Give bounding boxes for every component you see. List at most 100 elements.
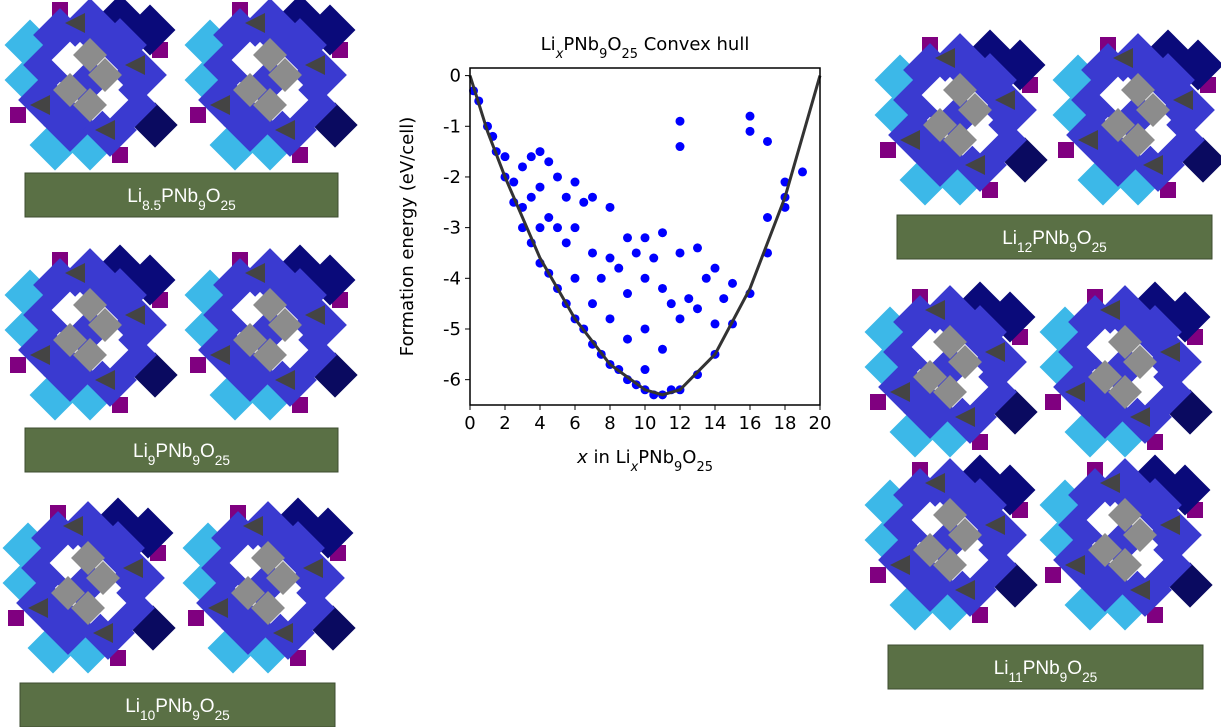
- formula: x in LixPNb9O25: [576, 447, 713, 475]
- point: [623, 233, 632, 243]
- polyhedron: [292, 397, 308, 413]
- polyhedron: [1088, 533, 1122, 567]
- formula-part: 25: [622, 47, 638, 62]
- point: [658, 228, 667, 238]
- point: [588, 192, 597, 202]
- formula-part: O: [1077, 228, 1092, 249]
- point: [710, 263, 720, 273]
- polyhedron: [303, 558, 323, 578]
- formula: Li12PNb9O25: [1002, 228, 1107, 255]
- polyhedron: [275, 120, 295, 140]
- polyhedron: [1100, 473, 1120, 493]
- polyhedron: [1160, 342, 1180, 362]
- formula-part: 9: [1060, 670, 1068, 685]
- polyhedron: [1130, 580, 1150, 600]
- polyhedron: [935, 48, 955, 68]
- polyhedron: [208, 598, 228, 618]
- polyhedron: [273, 623, 293, 643]
- polyhedron: [1121, 73, 1155, 107]
- hull-line: [468, 75, 822, 397]
- y-tick-label: -5: [443, 319, 461, 340]
- label-box: [896, 214, 1213, 260]
- polyhedron: [890, 382, 910, 402]
- polyhedron: [28, 598, 48, 618]
- formula-part: PNb: [638, 447, 674, 468]
- point: [614, 263, 624, 273]
- point: [631, 248, 641, 258]
- polyhedron: [1143, 155, 1163, 175]
- polyhedron: [305, 305, 325, 325]
- polyhedron: [1123, 518, 1157, 552]
- polyhedron: [1088, 360, 1122, 394]
- polyhedron: [110, 650, 126, 666]
- structure-image: [1039, 281, 1213, 458]
- x-tick-label: 18: [774, 413, 797, 434]
- polyhedron: [188, 610, 204, 626]
- polyhedron: [1100, 300, 1120, 320]
- polyhedron: [955, 580, 975, 600]
- formula-part: O: [682, 447, 696, 468]
- structure-image: [184, 0, 358, 171]
- formula-part: PNb: [1023, 658, 1060, 679]
- polyhedron: [210, 95, 230, 115]
- point: [605, 253, 615, 263]
- point: [798, 167, 807, 177]
- polyhedron: [890, 555, 910, 575]
- point: [745, 126, 755, 136]
- polyhedron: [63, 516, 83, 536]
- polyhedron: [955, 407, 975, 427]
- point: [675, 142, 685, 152]
- structure-image: [1052, 29, 1221, 206]
- point: [666, 299, 676, 309]
- point: [561, 192, 571, 202]
- polyhedron: [65, 263, 85, 283]
- structure-image: [2, 497, 176, 674]
- formula-part: 9: [674, 460, 682, 475]
- x-tick-label: 14: [704, 413, 727, 434]
- polyhedron: [965, 155, 985, 175]
- formula-part: Li: [125, 696, 140, 717]
- point: [596, 273, 606, 283]
- polyhedron: [275, 370, 295, 390]
- label-box: [887, 644, 1204, 690]
- polyhedron: [95, 120, 115, 140]
- point: [675, 248, 685, 258]
- point: [658, 344, 667, 354]
- structure-image: [864, 454, 1038, 631]
- formula-part: 9: [192, 708, 200, 723]
- polyhedron: [305, 55, 325, 75]
- point: [526, 152, 536, 162]
- formula: LixPNb9O25 Convex hull: [541, 34, 750, 62]
- polyhedron: [972, 607, 988, 623]
- x-tick-label: 8: [604, 413, 615, 434]
- point: [526, 192, 536, 202]
- point: [561, 238, 571, 248]
- point: [684, 294, 694, 304]
- x-tick-label: 0: [464, 413, 475, 434]
- polyhedron: [1108, 325, 1142, 359]
- structure-image: [864, 281, 1038, 458]
- polyhedron: [112, 397, 128, 413]
- x-tick-label: 20: [809, 413, 832, 434]
- point: [588, 299, 597, 309]
- formula-part: O: [607, 34, 621, 55]
- formula-part: O: [200, 441, 215, 462]
- polyhedron: [943, 123, 977, 157]
- polyhedron: [73, 88, 107, 122]
- formula-part: 9: [192, 453, 200, 468]
- formula-part: in Li: [588, 447, 631, 468]
- polyhedron: [65, 13, 85, 33]
- point: [553, 223, 562, 233]
- polyhedron: [8, 610, 24, 626]
- point: [640, 365, 650, 375]
- structure-image: [4, 244, 178, 421]
- polyhedron: [1108, 498, 1142, 532]
- formula-part: Li: [133, 441, 148, 462]
- point: [623, 289, 632, 299]
- formula: Li10PNb9O25: [125, 696, 230, 723]
- polyhedron: [995, 90, 1015, 110]
- polyhedron: [210, 345, 230, 365]
- polyhedron: [112, 147, 128, 163]
- point: [719, 294, 729, 304]
- structure-image: [182, 497, 356, 674]
